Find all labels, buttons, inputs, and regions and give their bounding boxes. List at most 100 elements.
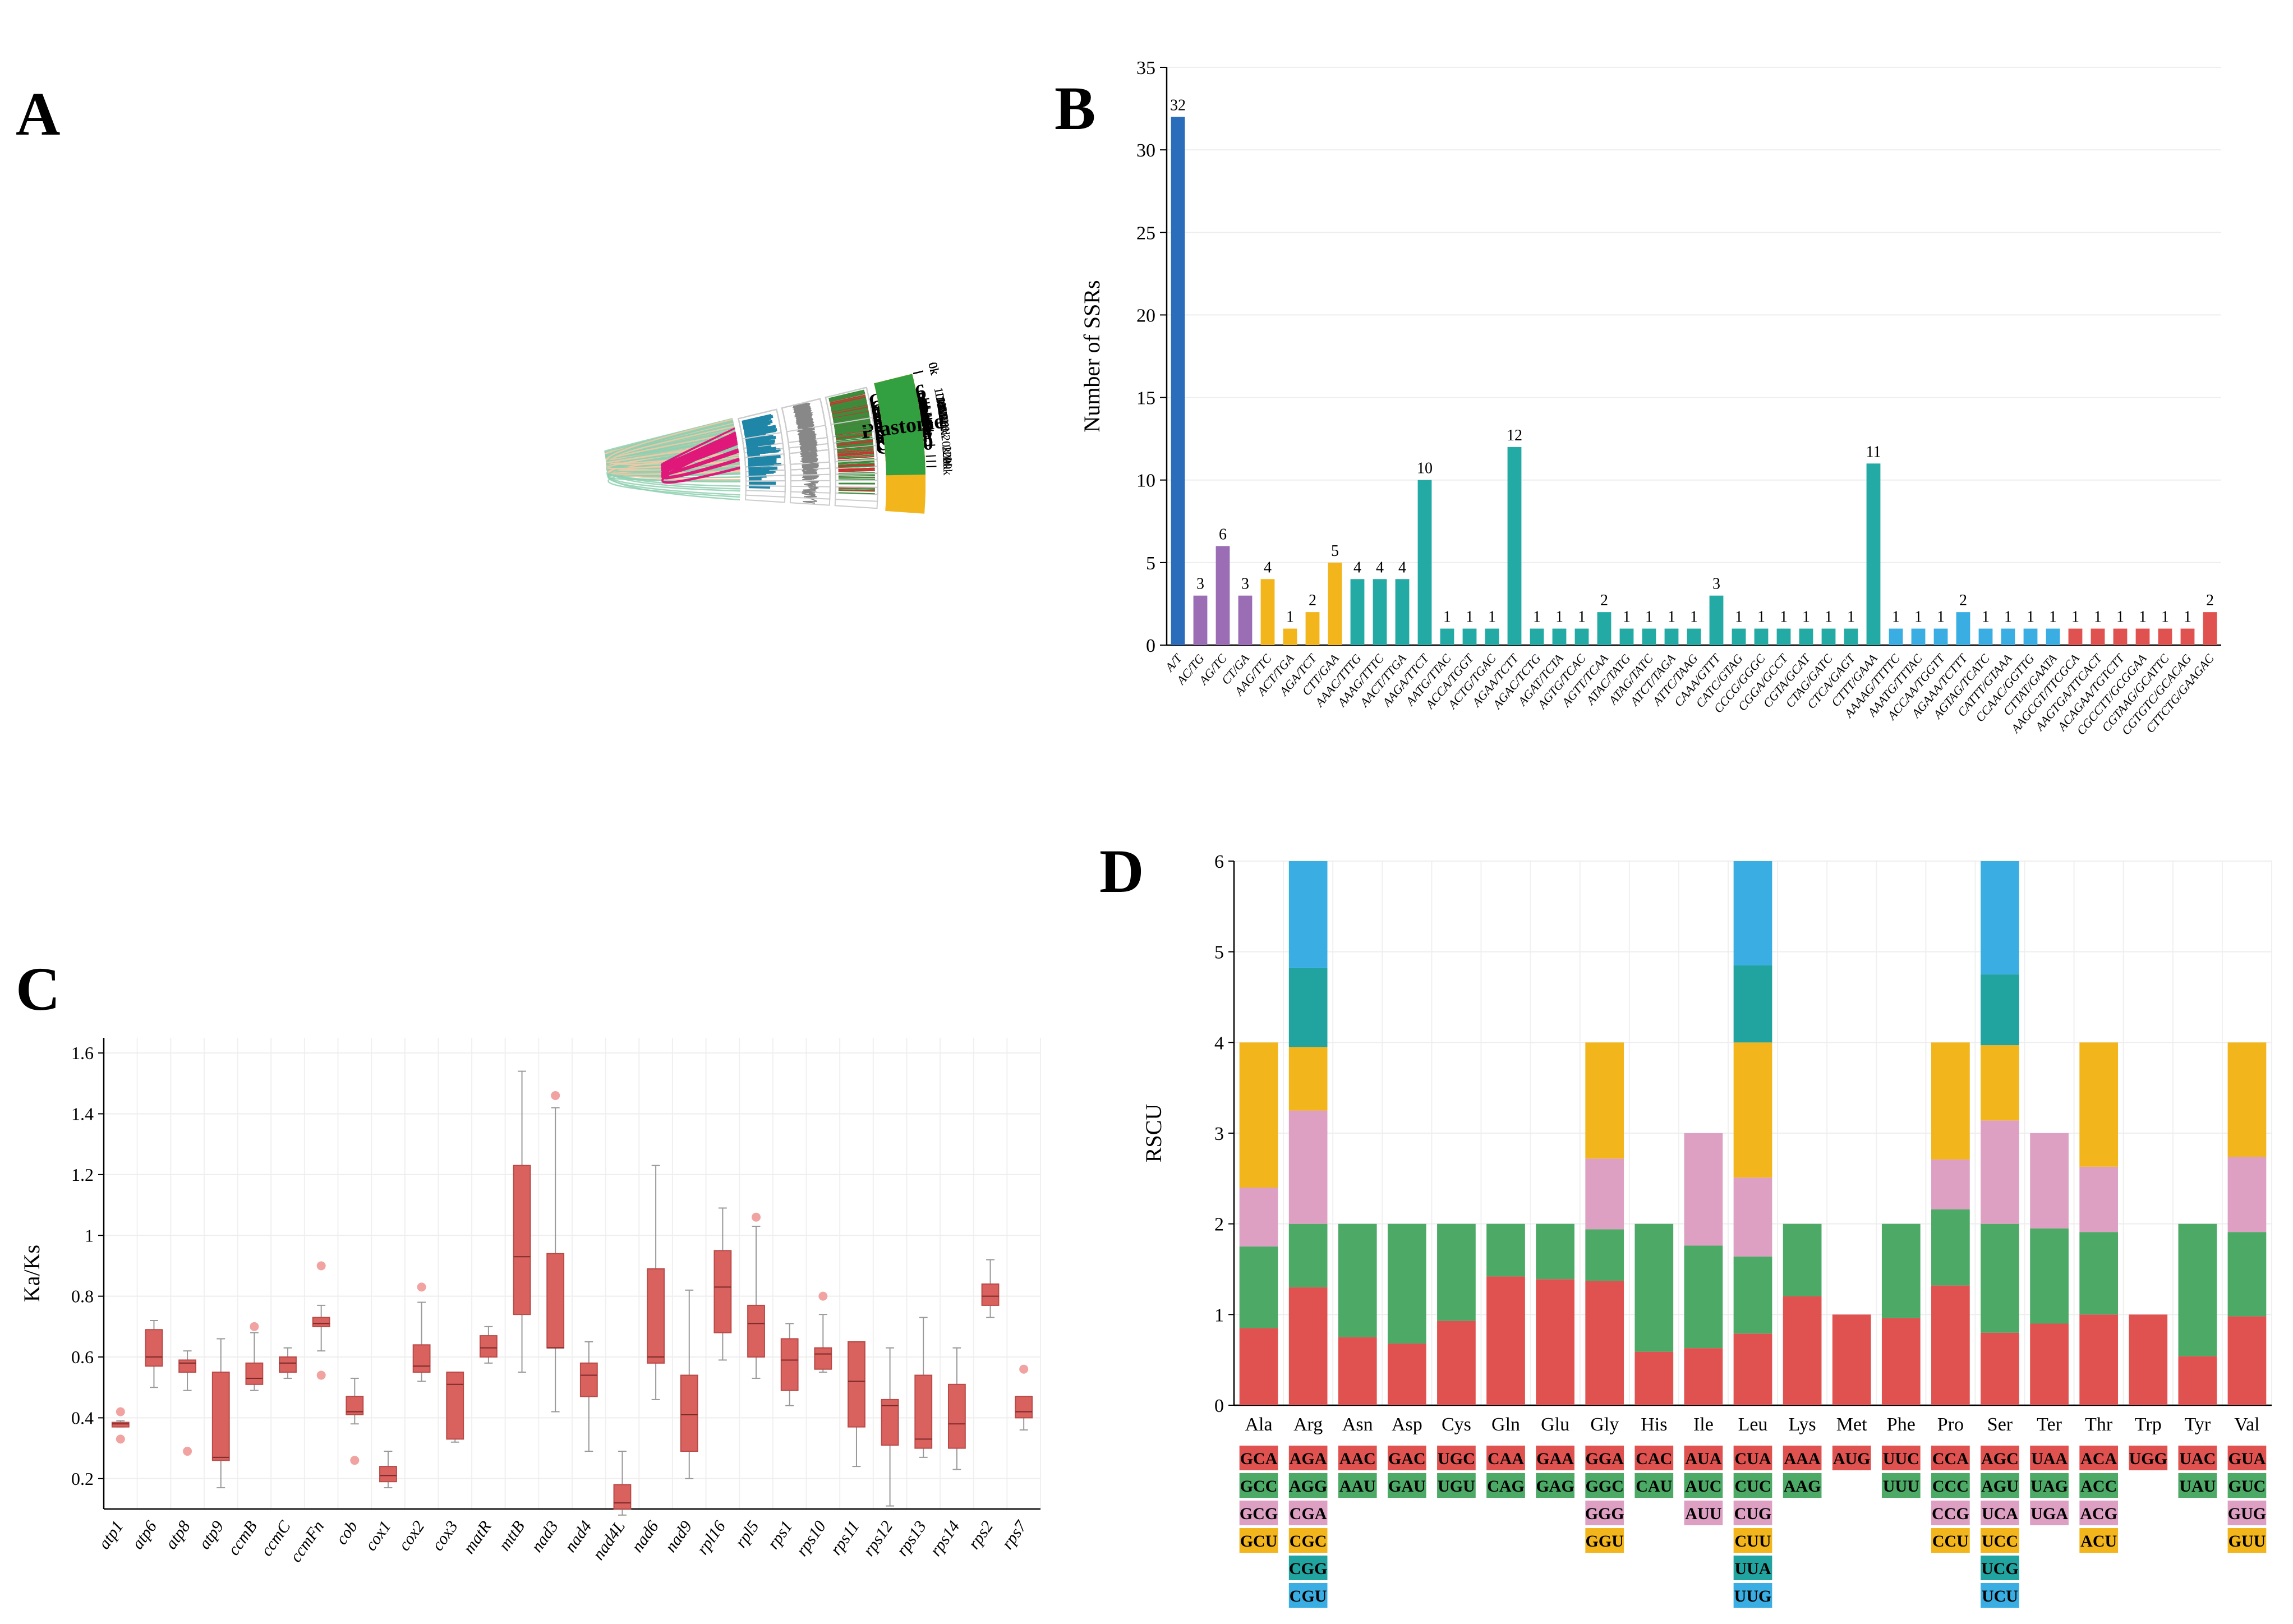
bar-value-label: 1: [2184, 609, 2191, 626]
ssr-mark: [835, 433, 872, 439]
stack-segment: [1733, 965, 1772, 1043]
tick-mark: [920, 406, 931, 409]
bar-value-label: 1: [2116, 609, 2124, 626]
codon-label: AAA: [1784, 1450, 1821, 1468]
bar-value-label: 4: [1353, 559, 1361, 576]
bar: [1642, 628, 1656, 645]
x-tick-label: Thr: [2085, 1414, 2113, 1435]
box: [747, 1304, 765, 1358]
y-axis-title: RSCU: [1141, 1104, 1166, 1163]
bar-value-label: 2: [1600, 592, 1608, 609]
bar: [2180, 628, 2195, 645]
box: [479, 1335, 498, 1358]
plastid-link: [661, 431, 736, 467]
codon-label: UGA: [2030, 1505, 2068, 1523]
codon-box: [1931, 1528, 1970, 1553]
stack-segment: [1981, 1120, 2019, 1224]
box: [211, 1372, 230, 1461]
gene-bar: [746, 441, 775, 448]
bar-value-label: 1: [1623, 609, 1631, 626]
codon-box: [1486, 1446, 1525, 1470]
x-tick-label: Ser: [1987, 1414, 2013, 1435]
stack-segment: [2227, 1157, 2267, 1232]
codon-label: AUA: [1685, 1450, 1721, 1468]
y-tick-label: 0.6: [71, 1347, 94, 1367]
bar: [1687, 628, 1701, 645]
x-tick-label: atp8: [162, 1517, 194, 1553]
x-tick-label: mttB: [495, 1517, 529, 1554]
gene-bar: [744, 429, 765, 435]
stack-segment: [1931, 1159, 1970, 1209]
codon-box: [1387, 1446, 1426, 1470]
x-tick-label: rps13: [893, 1517, 930, 1559]
codon-box: [1486, 1473, 1525, 1498]
ssr-mark: [832, 406, 868, 415]
bar-value-label: 1: [2139, 609, 2147, 626]
tick-label: 10k: [933, 394, 950, 415]
bar: [1664, 628, 1679, 645]
bar-value-label: 3: [1241, 576, 1249, 593]
bar-value-label: 1: [2071, 609, 2079, 626]
ssr-mark: [837, 458, 874, 462]
outlier-point: [250, 1322, 259, 1331]
plastid-link: [661, 435, 738, 471]
tick-label: 10k: [933, 394, 950, 415]
codon-label: CAU: [1636, 1477, 1672, 1496]
bar-value-label: 3: [1196, 576, 1204, 593]
box: [412, 1344, 431, 1373]
stack-segment: [1783, 1296, 1822, 1405]
codon-box: [1387, 1473, 1426, 1498]
ssr-mark: [832, 411, 869, 420]
outlier-point: [752, 1212, 761, 1222]
codon-box: [1981, 1556, 2019, 1580]
box: [279, 1356, 297, 1373]
outlier-point: [417, 1282, 426, 1292]
x-tick-label: cox1: [361, 1517, 395, 1554]
codon-label: UAC: [2179, 1450, 2216, 1468]
stack-segment: [1437, 1223, 1476, 1321]
stack-segment: [1981, 1045, 2019, 1121]
x-tick-label: matR: [459, 1517, 495, 1557]
ssr-mark: [833, 414, 869, 422]
stack-segment: [2079, 1232, 2119, 1315]
codon-box: [1981, 1473, 2019, 1498]
stack-segment: [2129, 1314, 2168, 1405]
x-tick-label: Ala: [1245, 1414, 1273, 1435]
stack-segment: [1733, 1333, 1772, 1405]
codon-label: AGU: [1981, 1477, 2019, 1496]
bar-value-label: 1: [1645, 609, 1653, 626]
bar: [1350, 579, 1365, 645]
codon-box: [1981, 1583, 2019, 1608]
bar: [1193, 595, 1208, 645]
codon-label: GAC: [1388, 1450, 1426, 1468]
tick-label: 10k: [934, 403, 951, 423]
gene-bar: [748, 459, 776, 464]
ssr-mark: [838, 473, 875, 476]
ssr-mark: [836, 442, 873, 447]
codon-box: [1585, 1473, 1624, 1498]
x-tick-label: Leu: [1738, 1414, 1768, 1435]
y-tick-label: 3: [1214, 1124, 1224, 1144]
bar-value-label: 5: [1331, 542, 1339, 560]
codon-label: AUG: [1833, 1450, 1871, 1468]
ssr-mark: [838, 462, 875, 466]
y-tick-label: 5: [1214, 942, 1224, 963]
ssr-mark: [836, 439, 873, 445]
codon-box: [1733, 1501, 1772, 1525]
bar-value-label: 32: [1170, 96, 1186, 114]
box: [312, 1317, 330, 1327]
codon-box: [1437, 1446, 1476, 1470]
codon-label: CUA: [1735, 1450, 1771, 1468]
codon-label: CUG: [1734, 1505, 1772, 1523]
kaks-box-plot: 0.2 0.4 0.6 0.8 1 1.2 1.4 1.6 Ka/Ks atp1 atp6 atp8 a…: [19, 1038, 1041, 1566]
bar: [2135, 628, 2150, 645]
stack-segment: [1832, 1314, 1871, 1405]
tick-mark: [922, 415, 932, 418]
codon-label: UGU: [1438, 1477, 1475, 1496]
ssr-mark: [834, 423, 871, 430]
codon-label: GUU: [2228, 1532, 2266, 1551]
ssr-mark: [835, 428, 872, 434]
tick-label: 10k: [932, 386, 949, 407]
tick-label: 10k: [933, 394, 950, 415]
bar: [2091, 628, 2105, 645]
